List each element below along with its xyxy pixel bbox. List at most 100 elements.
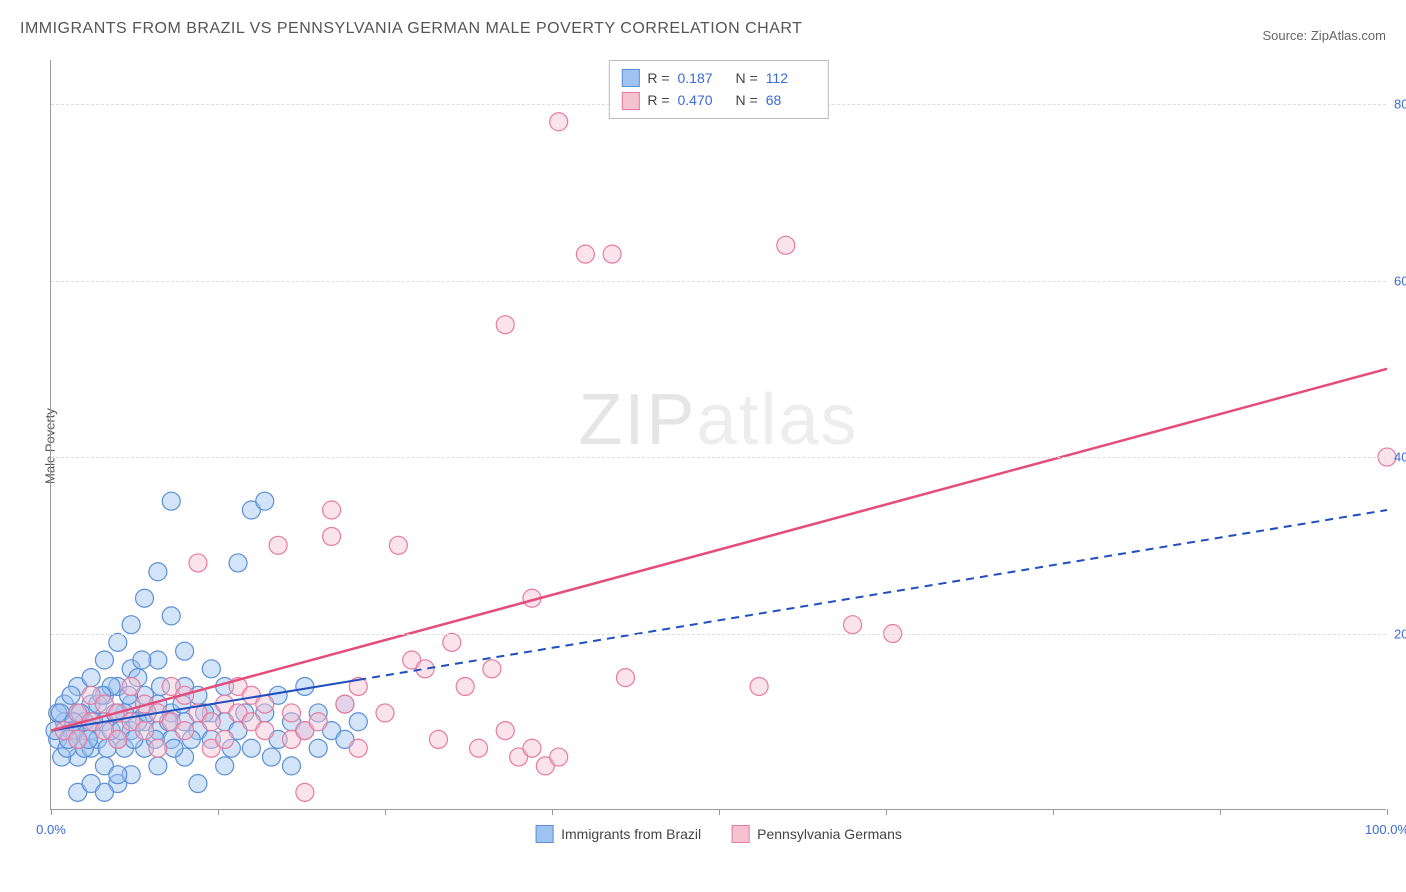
gridline-h — [51, 457, 1386, 458]
legend-swatch-2 — [731, 825, 749, 843]
data-point — [496, 722, 514, 740]
data-point — [95, 651, 113, 669]
source-prefix: Source: — [1262, 28, 1310, 43]
x-tick — [886, 809, 887, 815]
data-point — [323, 527, 341, 545]
x-tick — [385, 809, 386, 815]
stats-row-series2: R = 0.470 N = 68 — [621, 89, 815, 111]
x-tick — [552, 809, 553, 815]
data-point — [323, 501, 341, 519]
data-point — [296, 677, 314, 695]
data-point — [149, 739, 167, 757]
r-label-1: R = — [647, 67, 669, 89]
data-point — [136, 589, 154, 607]
data-point — [336, 695, 354, 713]
n-value-2: 68 — [766, 89, 816, 111]
data-point — [202, 660, 220, 678]
data-point — [256, 695, 274, 713]
x-tick — [1387, 809, 1388, 815]
data-point — [95, 783, 113, 801]
data-point — [69, 730, 87, 748]
data-point — [82, 669, 100, 687]
data-point — [109, 766, 127, 784]
data-point — [389, 536, 407, 554]
legend-item-series2: Pennsylvania Germans — [731, 825, 902, 843]
chart-title: IMMIGRANTS FROM BRAZIL VS PENNSYLVANIA G… — [20, 20, 802, 38]
data-point — [109, 633, 127, 651]
source-attribution: Source: ZipAtlas.com — [1262, 28, 1386, 43]
data-point — [216, 730, 234, 748]
data-point — [62, 686, 80, 704]
gridline-h — [51, 634, 1386, 635]
data-point — [309, 713, 327, 731]
x-tick — [719, 809, 720, 815]
n-label-2: N = — [736, 89, 758, 111]
data-point — [202, 713, 220, 731]
data-point — [189, 775, 207, 793]
data-point — [483, 660, 501, 678]
x-tick — [51, 809, 52, 815]
data-point — [122, 616, 140, 634]
data-point — [496, 316, 514, 334]
data-point — [349, 739, 367, 757]
data-point — [523, 739, 541, 757]
r-value-2: 0.470 — [678, 89, 728, 111]
data-point — [443, 633, 461, 651]
data-point — [122, 677, 140, 695]
x-tick — [1053, 809, 1054, 815]
data-point — [550, 113, 568, 131]
data-point — [133, 651, 151, 669]
source-name: ZipAtlas.com — [1311, 28, 1386, 43]
n-value-1: 112 — [766, 67, 816, 89]
plot-area: ZIPatlas R = 0.187 N = 112 R = 0.470 N =… — [50, 60, 1386, 810]
data-point — [603, 245, 621, 263]
data-point — [269, 536, 287, 554]
data-point — [165, 739, 183, 757]
x-tick — [1220, 809, 1221, 815]
trend-line-solid — [51, 369, 1387, 731]
data-point — [470, 739, 488, 757]
stats-legend: R = 0.187 N = 112 R = 0.470 N = 68 — [608, 60, 828, 119]
series-legend: Immigrants from Brazil Pennsylvania Germ… — [535, 825, 902, 843]
data-point — [162, 492, 180, 510]
data-point — [229, 554, 247, 572]
data-point — [256, 722, 274, 740]
data-point — [576, 245, 594, 263]
trend-line-dashed — [358, 510, 1387, 680]
data-point — [242, 739, 260, 757]
plot-svg — [51, 60, 1386, 809]
data-point — [256, 492, 274, 510]
data-point — [376, 704, 394, 722]
data-point — [429, 730, 447, 748]
legend-label-2: Pennsylvania Germans — [757, 826, 902, 842]
data-point — [176, 722, 194, 740]
y-tick-label: 40.0% — [1394, 450, 1406, 465]
data-point — [550, 748, 568, 766]
data-point — [149, 757, 167, 775]
data-point — [262, 748, 280, 766]
swatch-series1 — [621, 69, 639, 87]
data-point — [844, 616, 862, 634]
data-point — [750, 677, 768, 695]
data-point — [189, 554, 207, 572]
data-point — [109, 730, 127, 748]
swatch-series2 — [621, 92, 639, 110]
data-point — [309, 739, 327, 757]
x-tick — [218, 809, 219, 815]
stats-row-series1: R = 0.187 N = 112 — [621, 67, 815, 89]
legend-label-1: Immigrants from Brazil — [561, 826, 701, 842]
data-point — [456, 677, 474, 695]
data-point — [149, 563, 167, 581]
r-value-1: 0.187 — [678, 67, 728, 89]
data-point — [216, 757, 234, 775]
x-tick-label: 100.0% — [1365, 822, 1406, 837]
y-tick-label: 80.0% — [1394, 97, 1406, 112]
data-point — [416, 660, 434, 678]
n-label-1: N = — [736, 67, 758, 89]
r-label-2: R = — [647, 89, 669, 111]
data-point — [349, 713, 367, 731]
x-tick-label: 0.0% — [36, 822, 66, 837]
data-point — [616, 669, 634, 687]
data-point — [162, 607, 180, 625]
data-point — [136, 722, 154, 740]
